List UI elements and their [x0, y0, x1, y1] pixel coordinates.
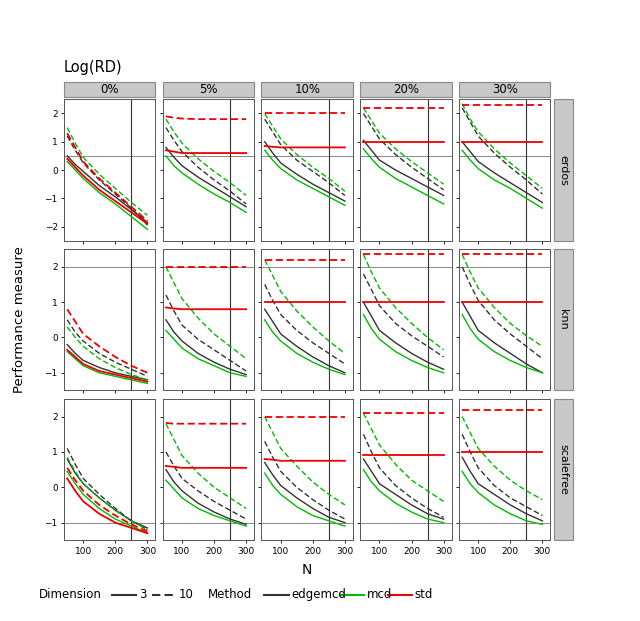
Text: Dimension: Dimension	[38, 589, 101, 601]
Text: erdos: erdos	[558, 155, 568, 186]
Text: N: N	[302, 563, 312, 578]
Text: Method: Method	[208, 589, 252, 601]
Text: 30%: 30%	[492, 83, 518, 96]
Text: scalefree: scalefree	[558, 444, 568, 495]
Text: Performance measure: Performance measure	[13, 247, 26, 393]
Text: edgemcd: edgemcd	[291, 589, 346, 601]
Text: 10: 10	[179, 589, 193, 601]
Text: std: std	[415, 589, 433, 601]
Text: 10%: 10%	[294, 83, 320, 96]
Text: knn: knn	[558, 309, 568, 330]
Text: 0%: 0%	[100, 83, 119, 96]
Text: 5%: 5%	[199, 83, 218, 96]
Text: 20%: 20%	[393, 83, 419, 96]
Text: 3: 3	[139, 589, 147, 601]
Text: Log(RD): Log(RD)	[64, 60, 123, 75]
Text: mcd: mcd	[367, 589, 392, 601]
